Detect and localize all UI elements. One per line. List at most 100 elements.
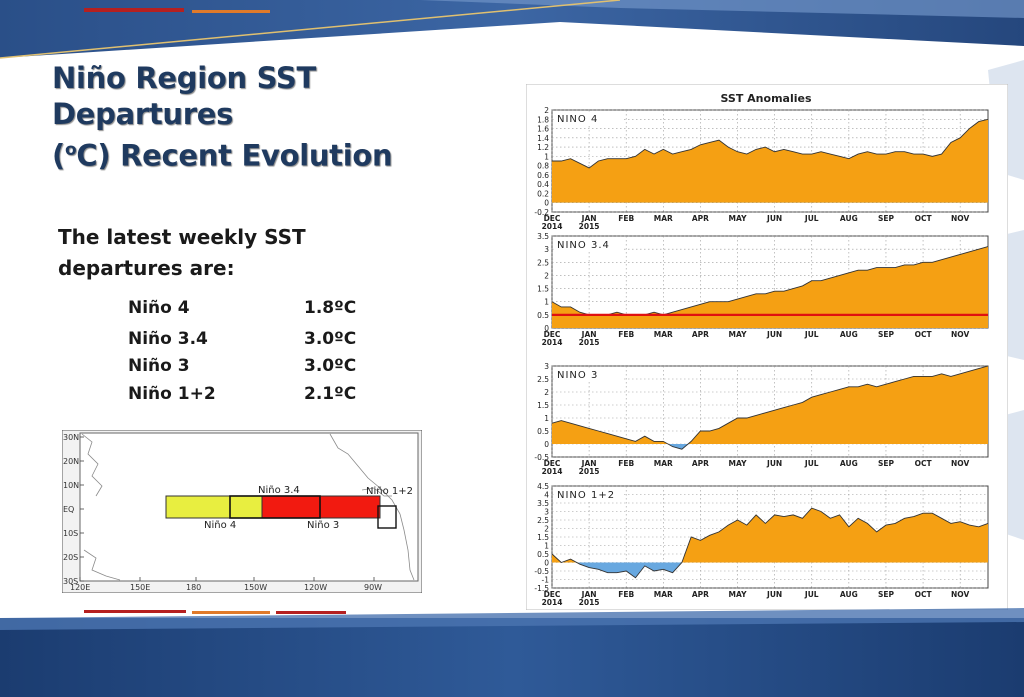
x-tick-label: JUN: [766, 214, 782, 223]
y-tick-label: 3: [544, 245, 549, 254]
nino-regions-map: Niño 3.4 Niño 1+2 Niño 4 Niño 3 30N 20N 10…: [62, 430, 422, 593]
map-lat-label: 10S: [63, 529, 78, 538]
slide-title: Niño Region SST Departures (oC) Recent Ev…: [52, 60, 492, 174]
y-tick-label: 1.2: [537, 143, 549, 152]
x-tick-label: MAY: [729, 214, 748, 223]
y-tick-label: 1: [544, 414, 549, 423]
x-tick-label: APR: [692, 590, 709, 599]
panel-nino12: NINO 1+2 4.543.532.521.510.50-0.5-1-1.5DE…: [534, 482, 989, 607]
top-decorative-band: [0, 0, 1024, 59]
x-year-label: 2014: [542, 222, 563, 231]
y-tick-label: 4.5: [537, 482, 549, 491]
x-tick-label: AUG: [840, 459, 858, 468]
nino34-box: [229, 495, 321, 519]
x-tick-label: NOV: [951, 459, 969, 468]
departure-row-nino3: Niño 3 3.0ºC: [128, 356, 368, 380]
map-lat-label: 20S: [63, 553, 78, 562]
anomaly-line: [552, 118, 989, 169]
x-tick-label: JUL: [804, 459, 819, 468]
departure-row-nino12: Niño 1+2 2.1ºC: [128, 384, 368, 408]
y-tick-label: 1.5: [537, 533, 549, 542]
y-tick-label: 3: [544, 508, 549, 517]
x-year-label: 2014: [542, 598, 563, 607]
x-tick-label: MAY: [729, 330, 748, 339]
x-tick-label: MAY: [729, 459, 748, 468]
map-lon-label: 150E: [130, 583, 150, 592]
title-line1: Niño Region SST Departures: [52, 61, 316, 131]
x-tick-label: OCT: [915, 330, 933, 339]
y-tick-label: 2.5: [537, 258, 549, 267]
positive-anomaly-area: [552, 508, 988, 563]
y-tick-label: 3: [544, 362, 549, 371]
x-tick-label: OCT: [915, 459, 933, 468]
y-tick-label: 0.5: [537, 427, 549, 436]
negative-anomaly-area: [552, 562, 988, 578]
title-line2: C) Recent Evolution: [76, 138, 393, 173]
departure-row-nino4: Niño 4 1.8ºC: [128, 298, 368, 322]
x-tick-label: AUG: [840, 214, 858, 223]
y-tick-label: 4: [544, 491, 549, 500]
y-tick-label: -1.5: [534, 584, 549, 593]
y-tick-label: 1: [544, 298, 549, 307]
y-tick-label: 0.2: [537, 189, 549, 198]
nino12-box: [377, 505, 397, 529]
x-tick-label: DEC: [544, 330, 561, 339]
map-coastlines: [81, 433, 415, 581]
x-tick-label: JAN: [581, 214, 597, 223]
x-year-label: 2015: [579, 222, 600, 231]
departure-value: 1.8ºC: [304, 298, 357, 318]
map-lat-label: EQ: [63, 505, 74, 514]
positive-anomaly-area: [552, 246, 988, 328]
y-tick-label: 1.5: [537, 285, 549, 294]
departure-value: 3.0ºC: [304, 356, 357, 376]
nino4-box: [165, 495, 263, 519]
x-tick-label: NOV: [951, 330, 969, 339]
y-tick-label: 0.4: [537, 180, 549, 189]
nino12-label: Niño 1+2: [366, 486, 413, 497]
x-tick-label: JAN: [581, 459, 597, 468]
nino34-label: Niño 3.4: [258, 485, 300, 496]
y-tick-label: 0: [544, 199, 549, 208]
nino3-label: Niño 3: [307, 520, 339, 531]
x-tick-label: OCT: [915, 590, 933, 599]
y-tick-label: 3.5: [537, 232, 549, 241]
x-tick-label: MAR: [654, 330, 673, 339]
y-tick-label: 2: [544, 525, 549, 534]
y-tick-label: -0.5: [534, 453, 549, 462]
map-lat-label: 20N: [63, 457, 79, 466]
map-lat-axis: 30N 20N 10N EQ 10S 20S 30S: [63, 433, 84, 586]
x-tick-label: MAY: [729, 590, 748, 599]
x-tick-label: APR: [692, 459, 709, 468]
title-degree-sup: o: [64, 140, 77, 160]
map-lat-label: 30N: [63, 433, 79, 442]
y-tick-label: 0.6: [537, 171, 549, 180]
anomaly-line: [551, 507, 989, 579]
positive-anomaly-area: [552, 366, 988, 444]
map-lon-label: 120W: [304, 583, 327, 592]
y-tick-label: -0.5: [534, 567, 549, 576]
anomaly-line: [551, 365, 989, 450]
nino4-label: Niño 4: [204, 520, 236, 531]
x-tick-label: OCT: [915, 214, 933, 223]
x-tick-label: DEC: [544, 214, 561, 223]
departure-value: 3.0ºC: [304, 329, 357, 349]
y-tick-label: 0.5: [537, 311, 549, 320]
x-year-label: 2014: [542, 467, 563, 476]
panel-label-bg: [554, 488, 624, 501]
x-tick-label: JAN: [581, 590, 597, 599]
x-year-label: 2015: [579, 598, 600, 607]
y-tick-label: 2.5: [537, 375, 549, 384]
bottom-decorative-band: [0, 608, 1024, 697]
y-tick-label: 1.5: [537, 401, 549, 410]
x-tick-label: MAR: [654, 459, 673, 468]
x-tick-label: APR: [692, 214, 709, 223]
y-tick-label: 1.8: [537, 115, 549, 124]
positive-anomaly-area: [552, 119, 988, 203]
nino3-box: [261, 495, 381, 519]
map-lon-label: 150W: [244, 583, 267, 592]
x-tick-label: FEB: [618, 590, 634, 599]
x-tick-label: JUN: [766, 459, 782, 468]
panel-label-bg: [554, 238, 624, 251]
sst-anomalies-chart: SST Anomalies NINO 421.81.61.41.210.80.6…: [526, 84, 1008, 610]
